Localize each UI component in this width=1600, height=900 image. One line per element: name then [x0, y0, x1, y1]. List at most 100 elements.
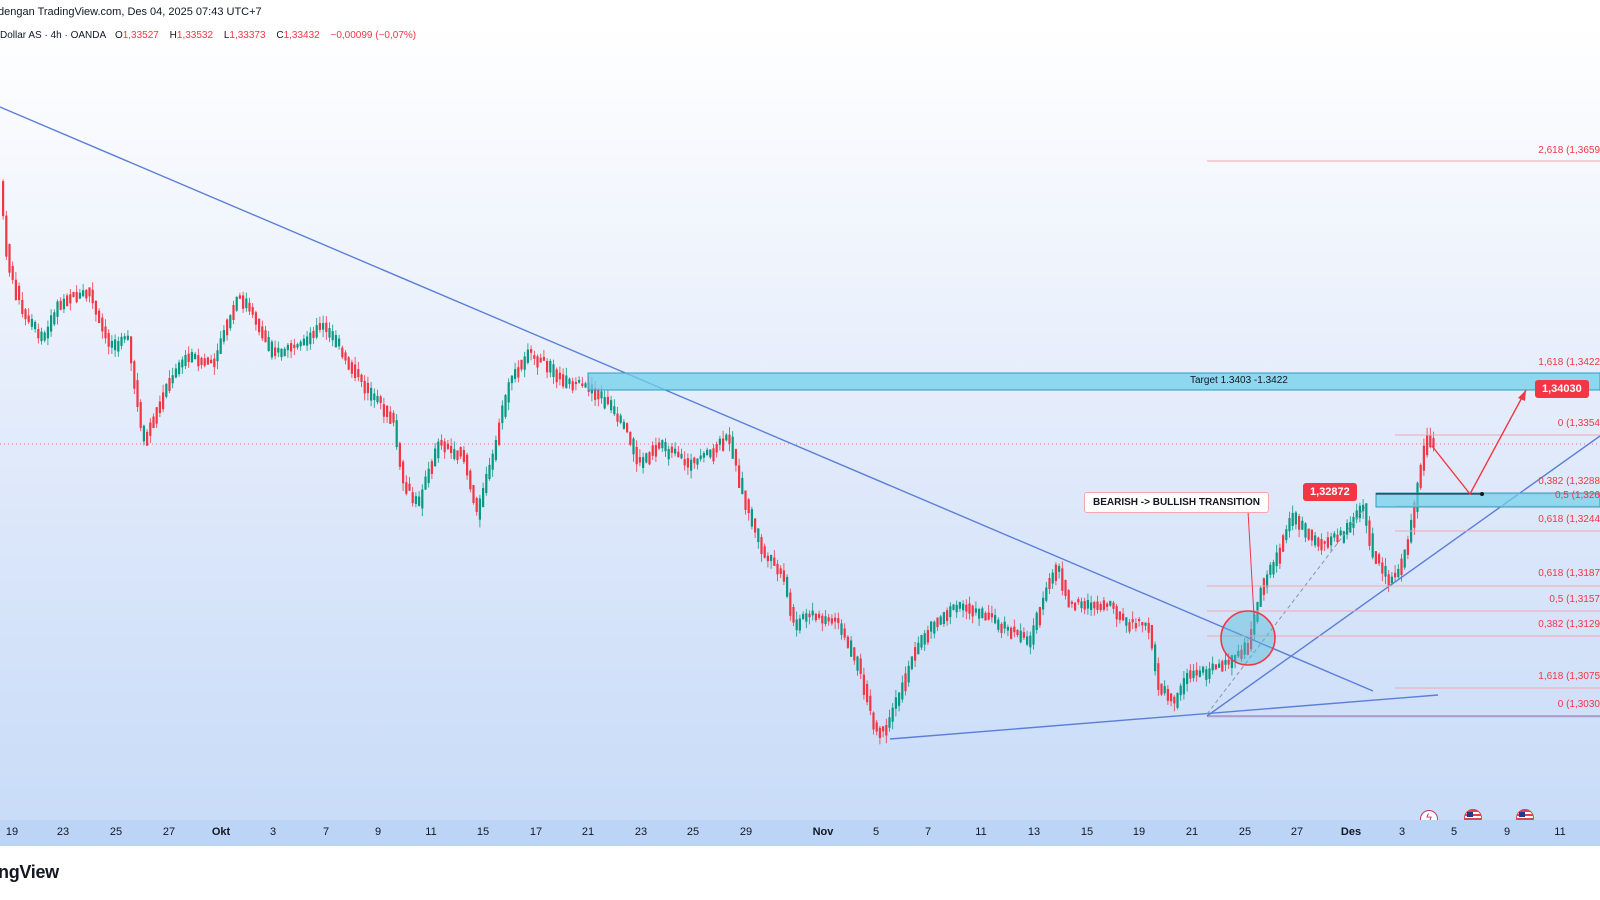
- candle-body: [898, 692, 901, 706]
- rising-trendline: [1206, 435, 1600, 717]
- fib-level-label: 0,382 (1,3129: [1538, 619, 1600, 630]
- candle-body: [786, 576, 789, 597]
- candle-body: [1234, 654, 1237, 661]
- candle-body: [952, 604, 955, 610]
- candle-body: [827, 617, 830, 622]
- candle-body: [1106, 603, 1109, 607]
- time-axis[interactable]: 19 23 25 27 Okt 3 7 9 11 15 17 21 23 25 29 Nov 5 7 11 13 15 1…: [0, 820, 1600, 846]
- candle-body: [1253, 614, 1256, 635]
- attribution-text: dengan TradingView.com, Des 04, 2025 07:…: [0, 6, 262, 18]
- candle-body: [325, 322, 328, 333]
- candle-body: [293, 344, 296, 349]
- candle-body: [254, 312, 257, 325]
- candle-body: [430, 461, 433, 474]
- candle-body: [27, 315, 30, 323]
- candle-body: [776, 563, 779, 575]
- candle-body: [1320, 538, 1323, 551]
- candle-body: [171, 375, 174, 384]
- candle-body: [802, 614, 805, 619]
- candle-body: [619, 415, 622, 423]
- price-chart[interactable]: [0, 24, 1600, 844]
- candle-body: [1061, 568, 1064, 591]
- candle-body: [443, 441, 446, 453]
- candle-body: [654, 445, 657, 457]
- candle-body: [370, 387, 373, 401]
- candle-body: [472, 485, 475, 503]
- candle-body: [1179, 685, 1182, 696]
- candle-body: [213, 358, 216, 368]
- candle-body: [1186, 672, 1189, 685]
- candle-body: [750, 509, 753, 527]
- candle-body: [958, 601, 961, 609]
- candle-body: [1301, 520, 1304, 530]
- candle-body: [1138, 619, 1141, 622]
- breakout-highlight-circle[interactable]: [1220, 610, 1276, 666]
- time-axis-tick: Des: [1340, 826, 1362, 838]
- candle-body: [1042, 597, 1045, 610]
- support-zone[interactable]: [1375, 492, 1600, 508]
- candle-body: [910, 656, 913, 670]
- candle-body: [139, 402, 142, 428]
- fib-level-label: 0 (1,3354: [1557, 418, 1600, 429]
- candle-body: [965, 604, 968, 612]
- time-axis-tick: 21: [1185, 826, 1199, 838]
- candle-body: [946, 610, 949, 622]
- open-value: 1,33527: [122, 30, 159, 41]
- fib-level-label: 1,618 (1,3075: [1538, 671, 1600, 682]
- candle-body: [722, 438, 725, 451]
- candle-body: [510, 375, 513, 384]
- candle-body: [1182, 678, 1185, 695]
- candle-body: [514, 369, 517, 379]
- candle-body: [1403, 549, 1406, 568]
- candle-body: [389, 411, 392, 424]
- candle-body: [424, 476, 427, 490]
- time-axis-tick: 9: [1503, 826, 1511, 838]
- candle-body: [974, 608, 977, 613]
- symbol-legend[interactable]: Dollar AS · 4h · OANDA O1,33527 H1,33532…: [0, 28, 424, 44]
- candle-body: [542, 356, 545, 361]
- candle-body: [693, 457, 696, 464]
- candle-body: [181, 359, 184, 368]
- candle-body: [379, 396, 382, 403]
- candle-body: [1192, 670, 1195, 679]
- candle-body: [123, 336, 126, 340]
- candle-body: [1400, 558, 1403, 575]
- candle-body: [875, 722, 878, 732]
- candle-body: [299, 341, 302, 347]
- candle-body: [1387, 574, 1390, 586]
- candle-body: [1173, 696, 1176, 704]
- candle-body: [392, 412, 395, 423]
- candle-body: [1317, 537, 1320, 547]
- candle-body: [696, 458, 699, 465]
- candle-body: [1394, 572, 1397, 578]
- candle-body: [734, 449, 737, 466]
- candle-body: [642, 457, 645, 468]
- candle-body: [82, 290, 85, 297]
- candle-body: [1381, 562, 1384, 574]
- candle-body: [562, 374, 565, 387]
- open-label: O: [114, 30, 123, 41]
- candle-body: [1374, 551, 1377, 564]
- target-zone[interactable]: [587, 372, 1600, 391]
- candle-body: [174, 368, 177, 378]
- chart-pane[interactable]: Target 1.3403 -1.3422 1,34030 1,32872 BE…: [0, 24, 1600, 844]
- descending-trendline: [0, 106, 1374, 692]
- candle-body: [507, 382, 510, 403]
- candle-body: [142, 425, 145, 442]
- candle-body: [354, 364, 357, 379]
- candle-body: [168, 377, 171, 391]
- candle-body: [1003, 621, 1006, 629]
- candle-body: [754, 518, 757, 533]
- candle-body: [878, 727, 881, 739]
- candle-body: [206, 357, 209, 365]
- candle-body: [1099, 603, 1102, 611]
- candle-body: [360, 374, 363, 383]
- candle-body: [1429, 435, 1432, 448]
- candle-body: [482, 488, 485, 507]
- candle-body: [347, 357, 350, 370]
- candle-body: [645, 453, 648, 463]
- candle-body: [1131, 619, 1134, 623]
- candle-body: [885, 725, 888, 736]
- fib-level-label: 0,5 (1,326: [1554, 490, 1600, 501]
- candle-body: [1298, 516, 1301, 530]
